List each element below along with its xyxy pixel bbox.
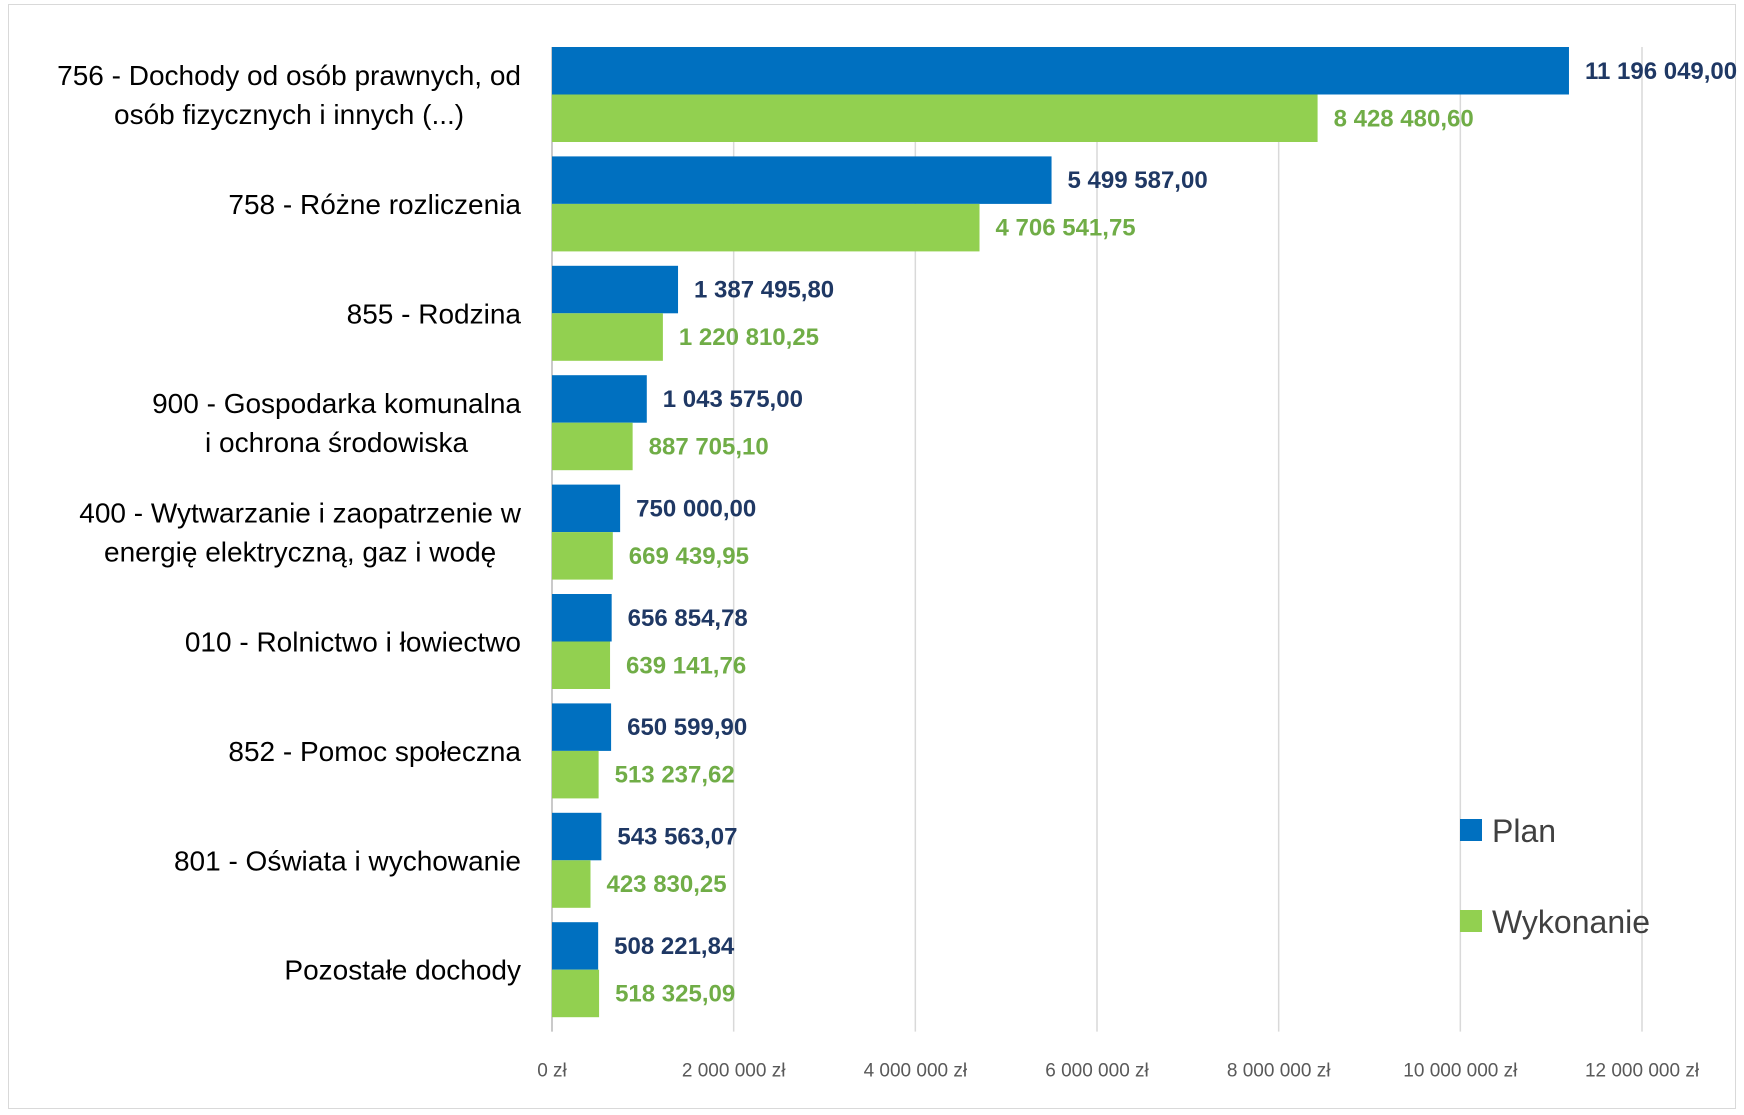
bar-plan-0 bbox=[552, 47, 1569, 95]
bar-wykonanie-0 bbox=[552, 94, 1318, 142]
legend-swatch-wykonanie bbox=[1460, 910, 1482, 932]
data-label: 887 705,10 bbox=[649, 433, 769, 460]
bar-wykonanie-2 bbox=[552, 313, 663, 361]
x-tick-label: 6 000 000 zł bbox=[1045, 1061, 1149, 1082]
category-label: 801 - Oświata i wychowanie bbox=[174, 845, 521, 876]
bar-wykonanie-1 bbox=[552, 203, 980, 252]
data-label: 4 706 541,75 bbox=[996, 215, 1136, 242]
data-label: 656 854,78 bbox=[628, 605, 748, 632]
category-label: Pozostałe dochody bbox=[284, 955, 521, 986]
category-label: 010 - Rolnictwo i łowiectwo bbox=[185, 627, 521, 658]
x-tick-label: 12 000 000 zł bbox=[1585, 1061, 1700, 1082]
x-tick-label: 8 000 000 zł bbox=[1227, 1061, 1331, 1082]
x-tick-label: 0 zł bbox=[537, 1061, 567, 1082]
bar-plan-2 bbox=[552, 265, 679, 314]
bar-plan-5 bbox=[552, 594, 612, 642]
category-label: 400 - Wytwarzanie i zaopatrzenie w energi… bbox=[79, 498, 522, 568]
data-label: 8 428 480,60 bbox=[1334, 105, 1474, 132]
x-tick-label: 2 000 000 zł bbox=[682, 1061, 786, 1082]
data-label: 750 000,00 bbox=[636, 495, 756, 522]
category-label: 900 - Gospodarka komunalna i ochrona środ… bbox=[152, 388, 521, 458]
bar-plan-4 bbox=[552, 484, 621, 533]
data-label: 1 387 495,80 bbox=[694, 277, 834, 304]
data-label: 518 325,09 bbox=[615, 980, 735, 1007]
x-axis-tick-labels: 0 zł 2 000 000 zł 4 000 000 zł 6 000 000 zł… bbox=[537, 1061, 1700, 1082]
bar-wykonanie-6 bbox=[552, 750, 599, 799]
bar-wykonanie-3 bbox=[552, 422, 633, 471]
data-label: 669 439,95 bbox=[629, 543, 749, 570]
data-label: 1 220 810,25 bbox=[679, 324, 819, 351]
category-label: 758 - Różne rozliczenia bbox=[228, 189, 521, 220]
bar-plan-8 bbox=[552, 922, 599, 970]
data-label: 543 563,07 bbox=[617, 824, 737, 851]
data-label: 639 141,76 bbox=[626, 652, 746, 679]
legend: Plan Wykonanie bbox=[1460, 813, 1650, 940]
bar-wykonanie-7 bbox=[552, 860, 591, 908]
category-label: 855 - Rodzina bbox=[347, 298, 522, 329]
data-label: 513 237,62 bbox=[615, 762, 735, 789]
bar-wykonanie-5 bbox=[552, 641, 611, 689]
data-label: 650 599,90 bbox=[627, 714, 747, 741]
data-label: 11 196 049,00 bbox=[1585, 58, 1737, 85]
data-label: 423 830,25 bbox=[606, 871, 726, 898]
data-label: 508 221,84 bbox=[614, 933, 735, 960]
bar-plan-7 bbox=[552, 812, 602, 861]
category-labels: 756 - Dochody od osób prawnych, od osób f… bbox=[57, 60, 522, 986]
legend-swatch-plan bbox=[1460, 819, 1482, 841]
data-labels: 11 196 049,00 8 428 480,60 5 499 587,00 4 7… bbox=[606, 58, 1737, 1008]
category-label: 852 - Pomoc społeczna bbox=[228, 736, 521, 767]
bar-plan-3 bbox=[552, 375, 647, 423]
data-label: 1 043 575,00 bbox=[663, 386, 803, 413]
bar-plan-1 bbox=[552, 156, 1052, 204]
x-tick-label: 4 000 000 zł bbox=[864, 1061, 968, 1082]
bar-plan-6 bbox=[552, 703, 612, 751]
bar-wykonanie-4 bbox=[552, 532, 613, 580]
bars bbox=[552, 47, 1569, 1018]
bar-wykonanie-8 bbox=[552, 969, 600, 1018]
category-label: 756 - Dochody od osób prawnych, od osób f… bbox=[57, 60, 521, 130]
data-label: 5 499 587,00 bbox=[1068, 167, 1208, 194]
x-tick-label: 10 000 000 zł bbox=[1403, 1061, 1518, 1082]
legend-label: Plan bbox=[1492, 813, 1556, 849]
legend-label: Wykonanie bbox=[1492, 904, 1650, 940]
